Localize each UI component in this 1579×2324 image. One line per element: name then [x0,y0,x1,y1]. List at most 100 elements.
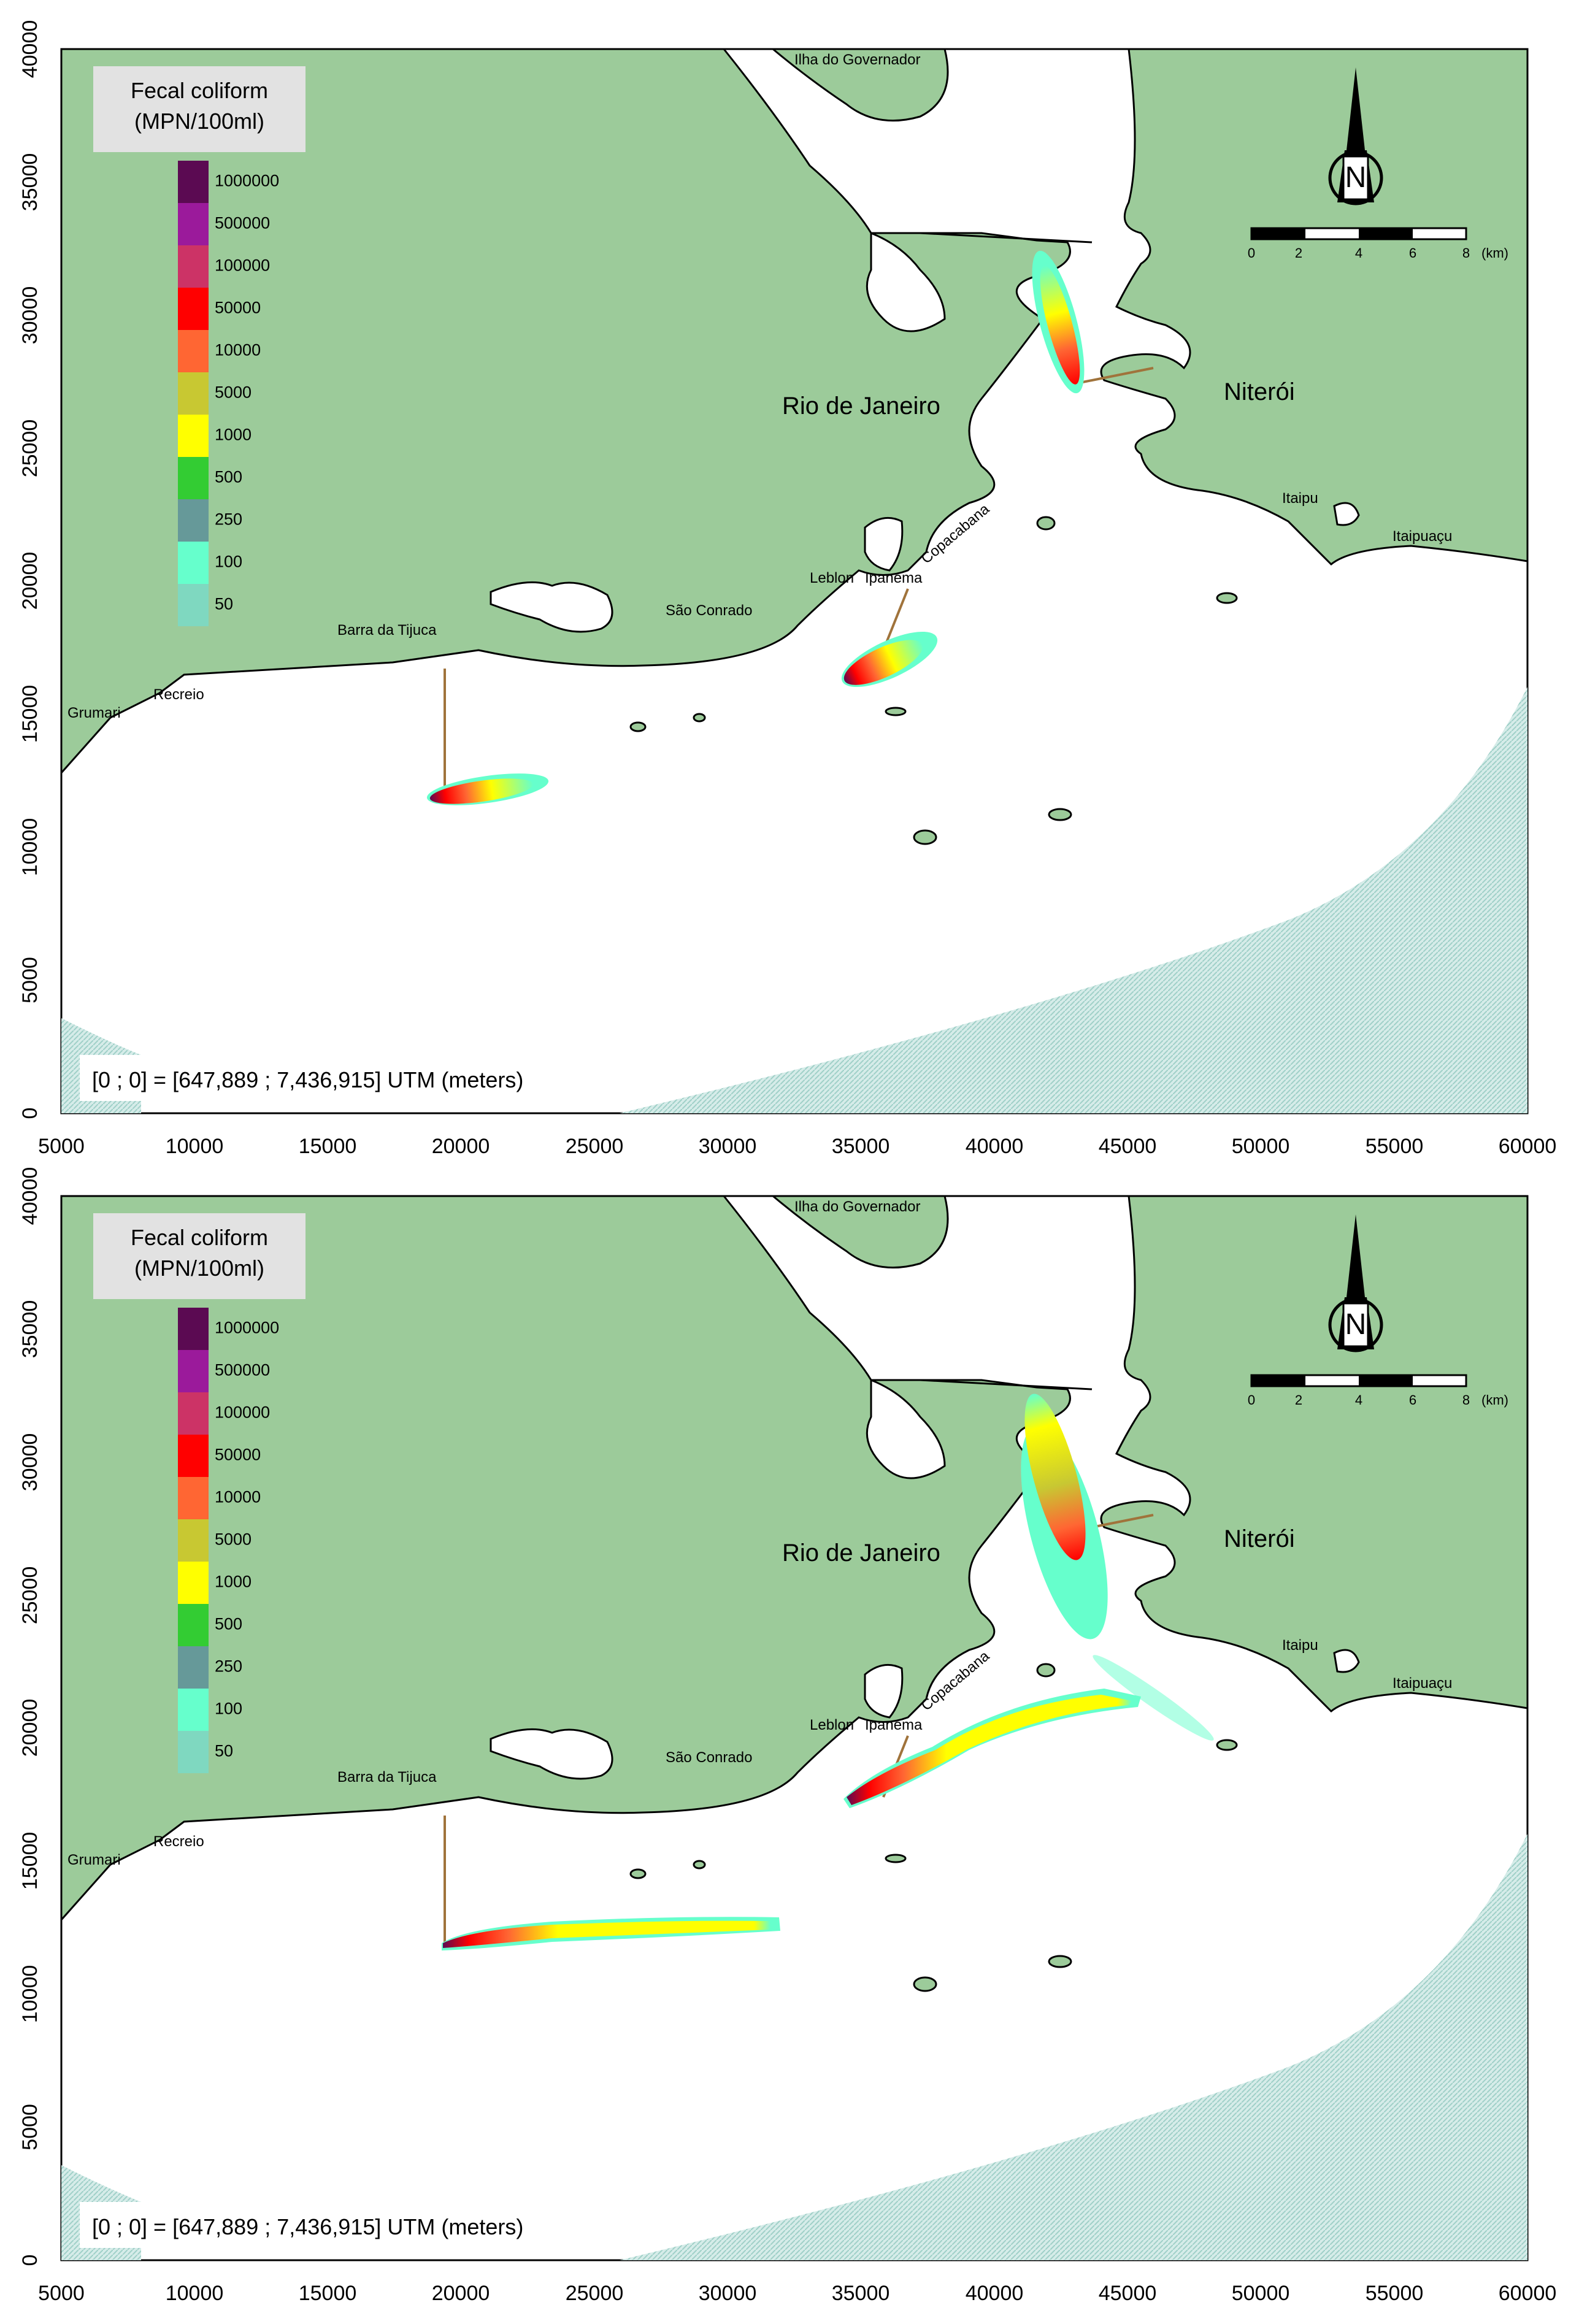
legend-label: 1000000 [215,171,279,190]
scale-tick: 2 [1295,1392,1302,1408]
legend-title-line2: (MPN/100ml) [134,109,264,134]
legend-label: 10000 [215,340,261,359]
legend-swatch [178,203,209,245]
island [885,707,907,716]
legend-swatch [178,1646,209,1689]
lagoon-rodrigo [864,516,904,572]
scale-tick: 4 [1355,245,1362,261]
lagoon-bay [866,1378,946,1479]
island [885,1854,907,1863]
scale-tick: 6 [1409,245,1416,261]
plume-icarai [1021,1394,1214,1741]
x-tick: 20000 [432,2282,490,2305]
legend-label: 250 [215,1657,242,1675]
origin-note: [0 ; 0] = [647,889 ; 7,436,915] UTM (met… [92,2214,523,2239]
legend: Fecal coliform (MPN/100ml) 1000000 500000… [93,66,305,626]
x-axis: 5000 10000 15000 20000 25000 30000 35000… [38,2282,1556,2305]
x-tick: 55000 [1366,1135,1424,1158]
label-rio: Rio de Janeiro [782,393,940,420]
land-niteroi [1100,48,1529,566]
map-top: 5000 10000 15000 20000 25000 30000 35000… [18,20,1557,1158]
legend-swatch [178,245,209,288]
legend-swatch [178,1350,209,1392]
legend-label: 5000 [215,383,252,401]
scale-tick: 0 [1248,1392,1255,1408]
x-tick: 60000 [1499,2282,1557,2305]
label-rio: Rio de Janeiro [782,1540,940,1567]
y-tick: 25000 [18,1567,42,1625]
legend-swatch [178,1731,209,1773]
legend-title-box [93,66,305,152]
x-tick: 45000 [1099,2282,1157,2305]
lagoon-piratininga [1333,502,1360,526]
y-tick: 20000 [18,552,42,610]
x-tick: 40000 [966,1135,1024,1158]
plume-ipanema [841,631,938,688]
land-ilha-governador [770,48,949,122]
land-mainland [60,1195,1071,1922]
plume-barra [442,1917,780,1950]
label-leblon: Leblon [810,1717,854,1733]
legend-label: 5000 [215,1530,252,1548]
legend-label: 10000 [215,1487,261,1506]
label-niteroi: Niterói [1224,1525,1295,1552]
scale-tick: 4 [1355,1392,1362,1408]
x-tick: 30000 [699,2282,757,2305]
label-recreio: Recreio [153,686,204,703]
x-tick: 10000 [166,2282,224,2305]
legend-label: 100 [215,552,242,570]
island [913,829,937,845]
island [693,1860,706,1870]
legend-swatches: 1000000 500000 100000 50000 10000 5000 1000 500… [178,161,279,626]
legend-label: 1000 [215,1572,252,1590]
scale-bar: 0 2 4 6 8 (km) [1248,227,1508,261]
legend-title-line1: Fecal coliform [131,78,268,103]
x-tick: 15000 [299,2282,357,2305]
legend-swatch [178,1519,209,1562]
legend-swatch [178,330,209,372]
y-tick: 0 [18,2255,42,2266]
lagoon-rodrigo [864,1663,904,1719]
label-leblon: Leblon [810,570,854,586]
north-label: N [1345,1308,1367,1341]
x-tick: 35000 [832,2282,890,2305]
x-tick: 30000 [699,1135,757,1158]
legend-label: 50000 [215,298,261,316]
legend-swatch [178,1435,209,1477]
y-tick: 40000 [18,1167,42,1225]
label-sao-conrado: São Conrado [666,1749,752,1766]
plume-ipanema [843,1689,1141,1808]
island [1036,1663,1056,1678]
label-ipanema: Ipanema [865,570,923,586]
outfall-icarai [1076,367,1154,385]
y-tick: 15000 [18,685,42,743]
y-tick: 15000 [18,1832,42,1890]
x-tick: 35000 [832,1135,890,1158]
scale-unit: (km) [1481,245,1508,261]
bridge [920,232,1093,244]
legend-label: 1000 [215,425,252,443]
land-ilha-governador [770,1195,949,1269]
lagoon-tijuca [490,581,613,633]
label-ilha-governador: Ilha do Governador [794,52,920,68]
y-tick: 20000 [18,1699,42,1757]
x-tick: 20000 [432,1135,490,1158]
island [1216,1739,1238,1751]
island [629,1868,647,1879]
label-niteroi: Niterói [1224,378,1295,405]
label-barra: Barra da Tijuca [337,622,437,639]
legend-swatch [178,1308,209,1350]
legend-swatch [178,1604,209,1646]
legend-label: 1000000 [215,1318,279,1336]
x-tick: 60000 [1499,1135,1557,1158]
lagoon-tijuca [490,1728,613,1780]
legend-swatch [178,372,209,415]
scale-tick: 8 [1462,245,1470,261]
label-barra: Barra da Tijuca [337,1769,437,1785]
label-ilha-governador: Ilha do Governador [794,1198,920,1215]
origin-note-box [80,1055,595,1101]
island [1216,592,1238,604]
y-tick: 25000 [18,420,42,478]
legend-label: 500000 [215,213,270,232]
north-arrow: N [1328,67,1383,205]
